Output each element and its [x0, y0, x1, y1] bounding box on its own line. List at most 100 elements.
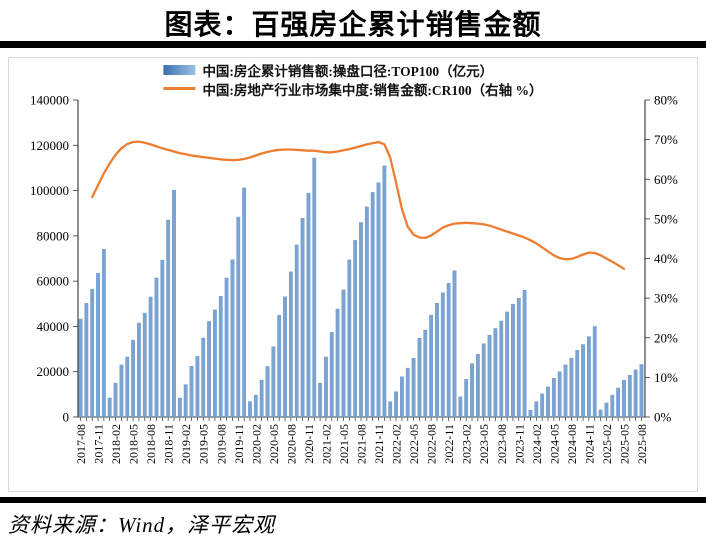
- bar: [622, 379, 626, 418]
- bar: [581, 344, 585, 418]
- x-axis-tick-label: 2020-11: [302, 424, 316, 464]
- bar: [259, 379, 264, 418]
- bar: [511, 304, 515, 418]
- bar: [213, 309, 217, 418]
- bar: [78, 318, 83, 418]
- bar: [435, 302, 439, 418]
- bar: [370, 192, 375, 418]
- bar: [335, 308, 340, 418]
- x-axis-tick-label: 2017-11: [92, 424, 106, 464]
- bar: [423, 329, 428, 418]
- bar: [475, 354, 480, 418]
- bar: [253, 394, 258, 418]
- bar: [411, 357, 416, 418]
- bar: [592, 326, 597, 418]
- right-axis-tick-label: 50%: [654, 211, 678, 226]
- x-axis-tick-label: 2021-05: [337, 424, 351, 464]
- x-axis-tick-label: 2023-11: [512, 424, 526, 464]
- x-axis-tick-label: 2025-08: [635, 424, 649, 464]
- bar: [557, 371, 562, 418]
- x-axis-tick-label: 2021-02: [319, 424, 333, 464]
- line-series-label: 中国:房地产行业市场集中度:销售金额:CR100（右轴 %）: [202, 82, 543, 98]
- bar: [218, 296, 223, 418]
- x-axis-tick-label: 2023-02: [460, 424, 474, 464]
- bar: [137, 322, 141, 418]
- bar: [551, 378, 556, 418]
- bar: [616, 387, 621, 418]
- left-axis-tick-label: 120000: [30, 138, 69, 153]
- bar: [359, 222, 363, 418]
- bar: [382, 165, 387, 418]
- right-axis-tick-label: 0%: [654, 410, 672, 425]
- x-axis-tick-label: 2020-02: [249, 424, 263, 464]
- bar: [329, 332, 334, 418]
- x-axis-tick-label: 2023-08: [495, 424, 509, 464]
- bar: [429, 314, 434, 418]
- bar: [598, 409, 603, 418]
- bar: [288, 271, 293, 418]
- bar: [125, 356, 130, 418]
- x-axis-tick-label: 2022-11: [442, 424, 456, 464]
- bar: [183, 384, 188, 418]
- bar: [452, 270, 457, 418]
- x-axis-tick-label: 2017-08: [74, 424, 88, 464]
- footer-rule: [0, 497, 706, 503]
- bar: [172, 189, 176, 418]
- line-series-swatch: [163, 87, 196, 90]
- bar: [522, 290, 527, 418]
- bar: [148, 296, 153, 418]
- x-axis-tick-label: 2020-05: [267, 424, 281, 464]
- bar: [230, 259, 235, 418]
- x-axis-tick-label: 2018-05: [127, 424, 141, 464]
- left-axis-tick-label: 20000: [37, 364, 70, 379]
- bar: [569, 357, 574, 418]
- x-axis-labels: 2017-08 2017-11 2018-02 2018-05 2018-08 2018-…: [74, 424, 649, 464]
- right-axis-tick-label: 10%: [654, 370, 678, 385]
- x-axis-tick-label: 2020-08: [284, 424, 298, 464]
- bar: [201, 337, 206, 418]
- left-axis-tick-label: 100000: [30, 183, 69, 198]
- bar: [312, 157, 317, 418]
- bar: [633, 369, 638, 418]
- bar: [160, 259, 165, 418]
- bar: [119, 364, 124, 418]
- bar: [283, 296, 287, 418]
- bar: [207, 321, 211, 418]
- bar: [464, 378, 469, 418]
- x-axis-tick-label: 2025-02: [600, 424, 614, 464]
- left-axis-tick-label: 0: [63, 410, 70, 425]
- bar: [166, 219, 171, 418]
- x-axis-tick-label: 2021-08: [355, 424, 369, 464]
- right-axis-tick-label: 70%: [654, 132, 678, 147]
- x-axis-tick-label: 2024-08: [565, 424, 579, 464]
- right-axis-tick-label: 20%: [654, 330, 678, 345]
- bar: [101, 249, 106, 418]
- page-title: 图表：百强房企累计销售金额: [164, 10, 542, 41]
- bar: [195, 356, 200, 418]
- bar: [417, 338, 422, 418]
- bar: [388, 401, 393, 418]
- bar: [84, 303, 89, 418]
- bar: [481, 343, 486, 418]
- bar: [142, 312, 147, 418]
- bar-series-label: 中国:房企累计销售额:操盘口径:TOP100（亿元）: [202, 63, 494, 79]
- bar: [405, 367, 410, 418]
- bar-series-swatch: [163, 64, 196, 75]
- bar: [306, 192, 311, 418]
- x-axis-tick-label: 2024-02: [530, 424, 544, 464]
- legend-item-bars: 中国:房企累计销售额:操盘口径:TOP100（亿元）: [163, 60, 542, 79]
- x-axis-tick-label: 2025-05: [617, 424, 631, 464]
- bar: [277, 314, 282, 418]
- left-axis-tick-label: 140000: [30, 93, 69, 108]
- bar: [604, 402, 609, 418]
- tick-marks: [73, 99, 650, 418]
- right-axis-tick-label: 40%: [654, 251, 678, 266]
- bar: [271, 346, 276, 418]
- x-axis-tick-label: 2022-05: [407, 424, 421, 464]
- bar: [353, 240, 358, 418]
- bar: [236, 216, 241, 418]
- bar: [458, 396, 463, 418]
- x-axis-tick-label: 2019-08: [214, 424, 228, 464]
- x-axis-tick-label: 2022-08: [425, 424, 439, 464]
- x-axis-tick-label: 2019-05: [197, 424, 211, 464]
